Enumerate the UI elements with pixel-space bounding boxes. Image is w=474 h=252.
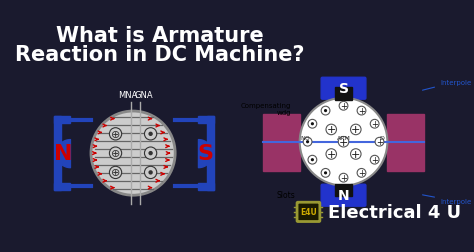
Circle shape: [311, 159, 314, 162]
Circle shape: [357, 169, 366, 178]
Text: +: +: [351, 125, 361, 135]
Circle shape: [370, 120, 379, 129]
Circle shape: [109, 147, 122, 160]
Text: Electrical 4 U: Electrical 4 U: [328, 203, 461, 221]
Text: GNA: GNA: [134, 90, 153, 99]
Text: +: +: [358, 107, 365, 116]
Circle shape: [324, 110, 327, 113]
Text: ⊕: ⊕: [111, 168, 120, 178]
Circle shape: [324, 172, 327, 175]
Text: D: D: [380, 135, 384, 140]
Circle shape: [109, 167, 122, 179]
Text: +: +: [376, 138, 383, 147]
Text: S: S: [197, 144, 213, 164]
Circle shape: [308, 156, 317, 164]
Text: NO: NO: [300, 135, 310, 140]
Text: ⊕: ⊕: [111, 129, 120, 139]
Circle shape: [351, 149, 361, 160]
Bar: [54, 183, 70, 190]
Text: Interpole: Interpole: [422, 195, 471, 204]
Circle shape: [338, 137, 349, 147]
Circle shape: [326, 149, 337, 160]
Circle shape: [321, 169, 330, 178]
Circle shape: [91, 112, 175, 196]
FancyBboxPatch shape: [321, 184, 366, 206]
Circle shape: [148, 171, 153, 175]
Circle shape: [306, 141, 309, 144]
Text: N: N: [337, 188, 349, 202]
Bar: [54, 117, 61, 190]
Text: S: S: [338, 82, 348, 96]
Text: N: N: [54, 144, 72, 164]
Bar: [335, 184, 352, 196]
Circle shape: [303, 138, 312, 146]
Text: MNA: MNA: [118, 90, 137, 99]
Circle shape: [339, 174, 348, 182]
Bar: [207, 117, 214, 190]
Circle shape: [145, 167, 157, 179]
Text: Slots: Slots: [276, 190, 295, 199]
Bar: [263, 114, 300, 171]
Text: +: +: [340, 173, 347, 182]
Text: +: +: [327, 125, 336, 135]
Circle shape: [351, 125, 361, 135]
Circle shape: [375, 138, 384, 146]
Circle shape: [300, 99, 387, 186]
Text: ⊕: ⊕: [111, 148, 120, 159]
Bar: [198, 183, 214, 190]
Circle shape: [109, 128, 122, 140]
FancyBboxPatch shape: [297, 202, 320, 222]
Text: +: +: [339, 137, 348, 147]
Text: Reaction in DC Machine?: Reaction in DC Machine?: [15, 45, 304, 65]
Circle shape: [357, 107, 366, 115]
Circle shape: [148, 132, 153, 137]
Text: Interpole: Interpole: [422, 80, 471, 91]
Circle shape: [339, 102, 348, 111]
Text: Compensating
wdg: Compensating wdg: [240, 103, 291, 116]
Text: What is Armature: What is Armature: [55, 26, 263, 46]
Text: +: +: [371, 120, 378, 129]
Circle shape: [311, 123, 314, 126]
Circle shape: [148, 151, 153, 156]
Text: +: +: [327, 149, 336, 159]
Text: +: +: [358, 169, 365, 178]
Bar: [387, 114, 424, 171]
Text: +: +: [351, 149, 361, 159]
Text: +: +: [340, 102, 347, 111]
Bar: [198, 117, 214, 124]
Circle shape: [145, 128, 157, 140]
FancyBboxPatch shape: [321, 78, 366, 100]
Circle shape: [370, 156, 379, 164]
Circle shape: [145, 147, 157, 160]
Text: E4U: E4U: [300, 208, 317, 216]
Circle shape: [326, 125, 337, 135]
Text: +: +: [371, 155, 378, 165]
Text: ARM: ARM: [337, 135, 350, 140]
Circle shape: [321, 107, 330, 115]
Bar: [335, 88, 352, 100]
Circle shape: [308, 120, 317, 129]
Bar: [54, 117, 70, 124]
